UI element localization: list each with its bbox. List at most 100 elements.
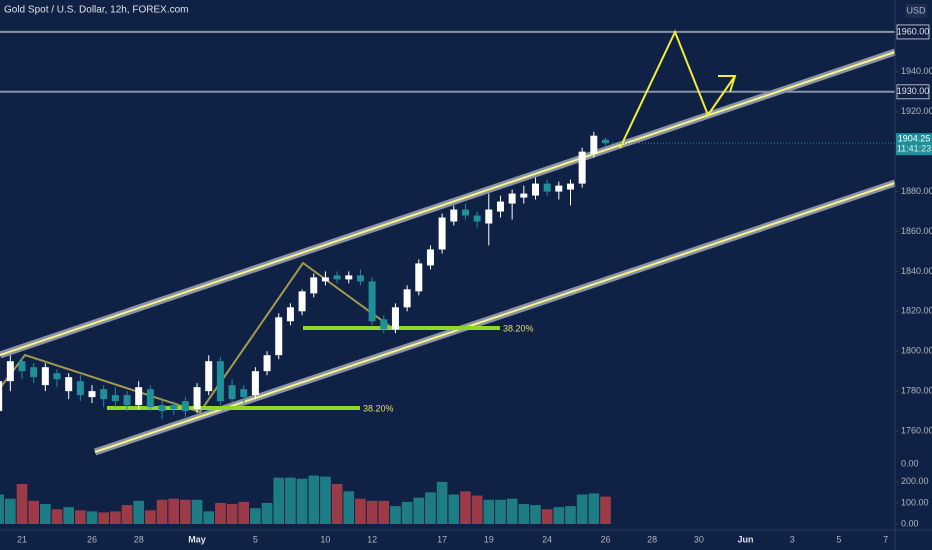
hline-label-box — [896, 24, 930, 40]
candle-body — [333, 275, 341, 280]
x-tick-label: 28 — [134, 534, 144, 544]
candle-body — [251, 371, 259, 396]
fib-label: 38.20% — [503, 323, 534, 333]
candle-body — [123, 395, 131, 406]
candle-body — [368, 281, 376, 322]
candle-body — [310, 277, 318, 294]
candle-body — [76, 381, 84, 396]
fib-label: 38.20% — [363, 403, 394, 413]
candle-body — [590, 135, 598, 154]
y-tick-label: 1780.00 — [901, 386, 932, 396]
candle-body — [485, 209, 493, 224]
candle-body — [298, 291, 306, 312]
currency-badge — [905, 4, 927, 18]
volume-bar — [506, 498, 518, 524]
volume-bar — [343, 491, 355, 524]
x-tick-label: 24 — [542, 534, 552, 544]
candle-body — [380, 319, 388, 330]
volume-bar — [331, 483, 343, 524]
x-tick-label: 12 — [367, 534, 377, 544]
volume-bar — [366, 500, 378, 524]
candle-body — [543, 183, 551, 192]
volume-bar — [156, 499, 168, 524]
volume-bar — [553, 507, 565, 524]
candle-body — [345, 275, 353, 280]
volume-bar — [51, 509, 63, 524]
candle-body — [30, 367, 38, 378]
volume-bar — [320, 476, 331, 524]
candle-body — [53, 373, 61, 380]
volume-bar — [98, 512, 110, 524]
x-tick-label: 3 — [790, 534, 795, 544]
y-tick-label: 1880.00 — [901, 186, 932, 196]
volume-bar — [215, 502, 226, 524]
volume-bar — [16, 483, 28, 524]
volume-bar — [285, 477, 296, 524]
volume-bar — [576, 494, 588, 524]
hline-label-box — [896, 84, 930, 100]
candle-body — [321, 277, 329, 282]
volume-bar — [110, 511, 121, 524]
candle-body — [473, 215, 481, 222]
candle-body — [602, 139, 609, 144]
x-tick-label: 17 — [437, 534, 447, 544]
candle-body — [135, 387, 143, 406]
candle-body — [415, 263, 423, 292]
volume-bar — [63, 507, 75, 524]
volume-bar — [471, 495, 483, 524]
candle-body — [240, 389, 248, 398]
volume-bar — [600, 496, 611, 524]
forecast-arrow — [718, 75, 737, 93]
hline-label: 1930.00 — [897, 86, 930, 96]
candle-body — [520, 193, 528, 198]
volume-bar — [483, 499, 495, 524]
x-tick-label: 5 — [253, 534, 258, 544]
volume-bar — [145, 510, 156, 524]
candle-body — [0, 381, 3, 412]
candle-body — [193, 387, 201, 410]
volume-bar — [355, 498, 366, 524]
volume-bar — [378, 500, 390, 524]
volume-bar — [308, 475, 320, 524]
candle-body — [461, 209, 469, 216]
candle-body — [356, 275, 364, 282]
candle-body — [566, 183, 574, 190]
candle-body — [391, 307, 399, 330]
hline-label: 1960.00 — [897, 26, 930, 36]
candle-body — [263, 355, 271, 372]
volume-bar — [296, 478, 308, 524]
candle-body — [555, 185, 563, 192]
candle-body — [286, 307, 294, 322]
candle-body — [403, 289, 411, 308]
y-tick-label: 1920.00 — [901, 106, 932, 116]
volume-bar — [518, 503, 530, 524]
candle-body — [170, 405, 178, 410]
y2-tick-label: 0.00 — [901, 518, 919, 528]
volume-bar — [191, 499, 203, 524]
candle-body — [508, 193, 516, 204]
candle-body — [18, 361, 26, 372]
volume-bar — [436, 481, 448, 524]
y-tick-label: 1800.00 — [901, 346, 932, 356]
forecast-path — [619, 29, 736, 149]
y-tick-label: 1760.00 — [901, 425, 932, 435]
volume-bar — [75, 510, 86, 524]
volume-bar — [413, 497, 425, 524]
volume-bar — [86, 511, 98, 524]
x-tick-label: 28 — [647, 534, 657, 544]
volume-bar — [168, 498, 180, 524]
volume-bar — [180, 499, 191, 524]
volume-bar — [530, 505, 541, 524]
volume-bar — [565, 506, 576, 524]
candle-body — [450, 209, 458, 222]
volume-bar — [4, 498, 16, 524]
candle-body — [531, 183, 539, 196]
candle-body — [578, 151, 586, 184]
candle-body — [41, 367, 49, 386]
currency-label: USD — [906, 5, 926, 15]
x-tick-label: 21 — [17, 534, 27, 544]
x-tick-label: 7 — [883, 534, 888, 544]
y-tick-label: 1940.00 — [901, 66, 932, 76]
volume-bar — [226, 503, 238, 524]
